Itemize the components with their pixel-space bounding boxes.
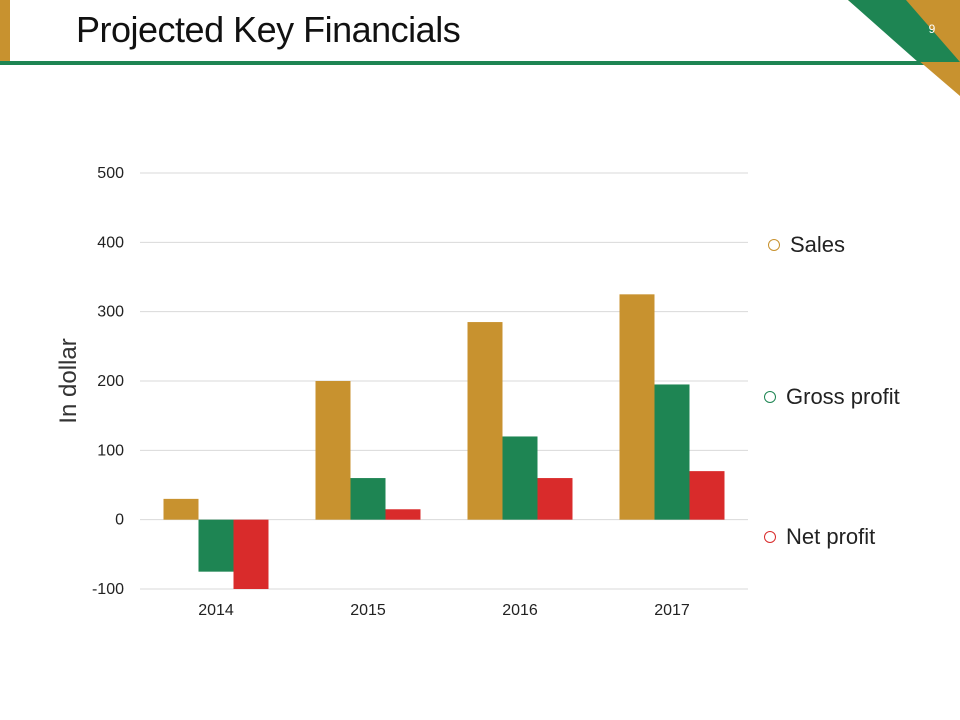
legend-marker-sales [768, 239, 780, 251]
slide-title: Projected Key Financials [76, 9, 461, 50]
y-tick-label: 200 [97, 373, 124, 390]
corner-decoration [848, 0, 960, 96]
legend-label-net-profit: Net profit [786, 524, 876, 549]
bar-gross-profit-2015 [350, 478, 386, 520]
bar-net-profit-2016 [537, 478, 573, 520]
bar-net-profit-2017 [689, 471, 725, 520]
page-number: 9 [928, 22, 936, 36]
y-tick-label: 500 [97, 165, 124, 182]
y-tick-labels: -100 0 100 200 300 400 500 [92, 165, 124, 598]
bar-sales-2015 [315, 381, 351, 520]
y-tick-label: 300 [97, 304, 124, 321]
bar-gross-profit-2017 [654, 384, 690, 520]
y-tick-label: 0 [115, 512, 124, 529]
x-tick-label: 2015 [350, 602, 386, 619]
x-tick-label: 2014 [198, 602, 234, 619]
y-axis-label: In dollar [55, 338, 82, 423]
x-tick-label: 2016 [502, 602, 538, 619]
legend-marker-gross-profit [764, 391, 776, 403]
y-tick-label: 400 [97, 234, 124, 251]
slide-header: Projected Key Financials 9 [0, 0, 960, 96]
left-accent-bar [0, 0, 10, 62]
bar-net-profit-2015 [385, 509, 421, 520]
legend-marker-net-profit [764, 531, 776, 543]
bars [163, 294, 725, 589]
bar-gross-profit-2016 [502, 436, 538, 520]
x-tick-label: 2017 [654, 602, 690, 619]
legend-item-gross-profit: Gross profit [764, 384, 900, 410]
y-tick-label: 100 [97, 442, 124, 459]
bar-sales-2016 [467, 322, 503, 520]
legend-item-sales: Sales [768, 232, 845, 258]
bar-gross-profit-2014 [198, 519, 234, 572]
legend-item-net-profit: Net profit [764, 524, 875, 550]
legend-label-sales: Sales [790, 232, 846, 257]
bar-net-profit-2014 [233, 519, 269, 589]
bar-sales-2014 [163, 498, 199, 520]
y-tick-label: -100 [92, 581, 124, 598]
x-tick-labels: 2014 2015 2016 2017 [198, 602, 690, 619]
header-divider [0, 61, 935, 65]
legend-label-gross-profit: Gross profit [786, 384, 900, 409]
bar-sales-2017 [619, 294, 655, 520]
